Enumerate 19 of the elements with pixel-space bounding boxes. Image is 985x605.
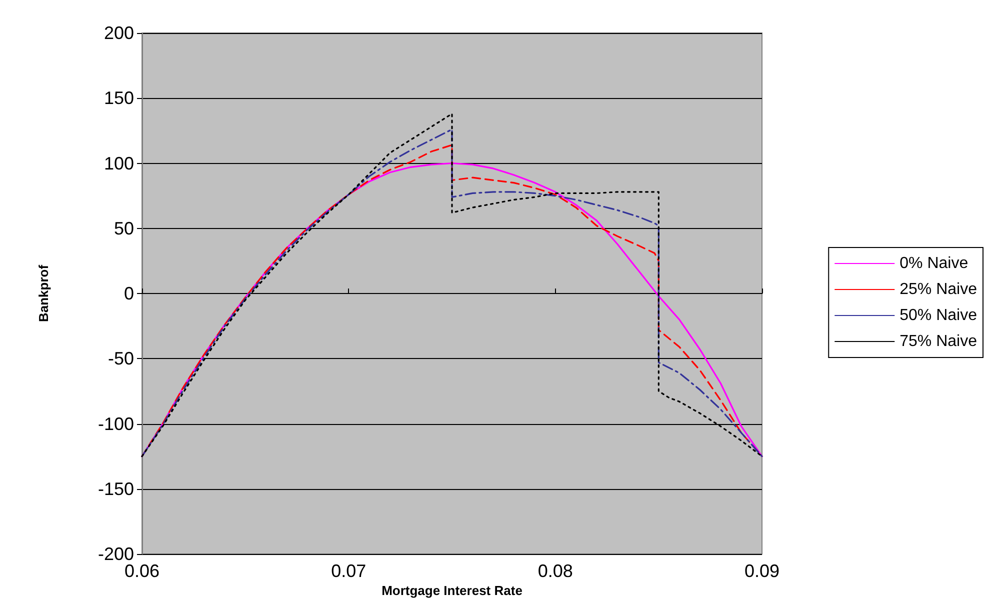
legend-label: 50% Naive [900,307,978,324]
y-tick-label: 100 [104,153,134,174]
legend-label: 75% Naive [900,333,978,350]
x-tick-label: 0.08 [538,561,573,581]
y-tick-label: -50 [108,348,134,369]
y-tick-label: 0 [124,284,134,304]
y-tick-label: -200 [98,544,134,564]
x-tick-label: 0.06 [124,561,160,581]
y-tick-label: 150 [104,88,134,108]
x-tick-label: 0.07 [331,561,366,581]
y-tick-label: 50 [114,218,134,238]
x-axis-title: Mortgage Interest Rate [382,583,522,598]
y-tick-label: 200 [104,23,134,43]
y-tick-label: -150 [98,478,134,499]
legend-label: 0% Naive [900,255,968,272]
x-tick-label: 0.09 [744,561,780,581]
legend-label: 25% Naive [900,281,978,298]
y-tick-label: -100 [98,414,134,434]
y-axis-title: Bankprof [36,264,51,322]
